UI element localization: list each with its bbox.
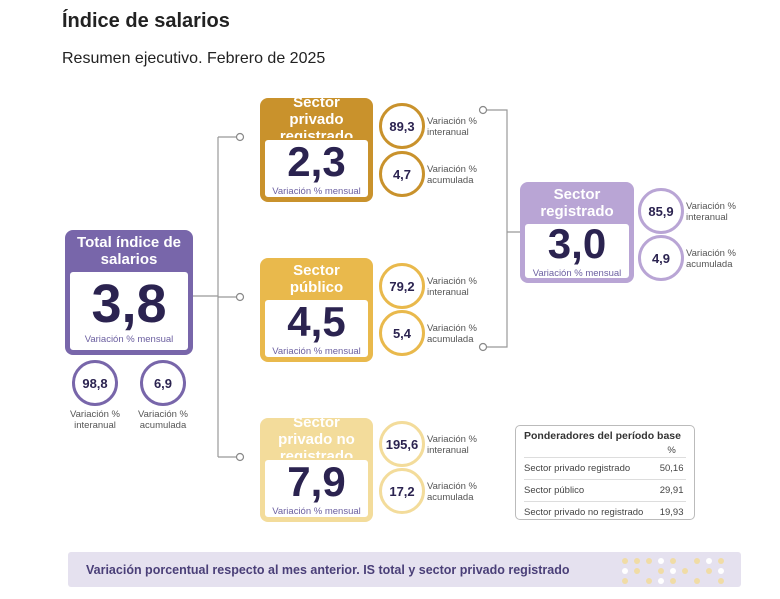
card-caption: Variación % mensual — [272, 505, 361, 517]
stat-label: Variación % interanual — [427, 434, 477, 456]
row-label: Sector público — [524, 485, 585, 496]
stat-circle: 98,8 — [72, 360, 118, 406]
card: Sector privado registrado 2,3 Variación % … — [260, 93, 373, 202]
weights-table: Ponderadores del período base % Sector p… — [515, 425, 695, 520]
row-value: 29,91 — [659, 485, 684, 496]
stat-circle: 5,4 — [379, 310, 425, 356]
stat-circle: 4,9 — [638, 235, 684, 281]
footer-text: Variación porcentual respecto al mes ant… — [86, 563, 570, 577]
table: % Sector privado registrado 50,16 Sector p… — [524, 444, 686, 523]
stat-circle: 4,7 — [379, 151, 425, 197]
card-caption: Variación % mensual — [532, 268, 622, 279]
card-value: 3,0 — [547, 220, 607, 267]
stat-label: Variación % acumulada — [138, 409, 188, 431]
card-value: 3,8 — [91, 274, 167, 334]
card: Sector público 4,5 Variación % mensual — [260, 258, 373, 362]
stat-label: Variación % acumulada — [427, 481, 477, 503]
stat-circle: 89,3 — [379, 103, 425, 149]
stat-circle: 79,2 — [379, 263, 425, 309]
card: Total índice de salarios 3,8 Variación % m… — [65, 230, 193, 355]
card-body: 3,8 Variación % mensual — [68, 270, 190, 352]
unit: % — [667, 445, 676, 456]
table-row: Sector privado no registrado 19,93 — [524, 501, 686, 524]
card-caption: Variación % mensual — [272, 345, 361, 357]
card-title: Total índice de salarios — [77, 234, 181, 268]
stat-label: Variación % interanual — [70, 409, 120, 431]
stat-circle: 195,6 — [379, 421, 425, 467]
card-title: Sector privado registrado — [279, 93, 354, 145]
card-value: 2,3 — [287, 137, 346, 185]
card-body: 3,0 Variación % mensual — [523, 222, 631, 280]
stat-label: Variación % acumulada — [427, 164, 477, 186]
row-label: Sector privado no registrado — [524, 507, 644, 518]
decoration — [622, 558, 724, 584]
stat-label: Variación % acumulada — [686, 248, 736, 270]
stat-label: Variación % interanual — [686, 201, 736, 223]
table-row: Sector público 29,91 — [524, 479, 686, 502]
card-body: 7,9 Variación % mensual — [263, 458, 370, 519]
stat-circle: 85,9 — [638, 188, 684, 234]
stat-label: Variación % interanual — [427, 276, 477, 298]
card-caption: Variación % mensual — [272, 185, 361, 197]
card-value: 4,5 — [287, 297, 346, 345]
stat-label: Variación % acumulada — [427, 323, 477, 345]
card-caption: Variación % mensual — [84, 334, 174, 345]
title: Índice de salarios — [62, 10, 230, 32]
card-title: Sector privado no registrado — [278, 413, 355, 465]
card: Sector privado no registrado 7,9 Variación… — [260, 413, 373, 522]
card-title: Sector registrado — [540, 186, 614, 220]
table-row: Sector privado registrado 50,16 — [524, 457, 686, 480]
row-label: Sector privado registrado — [524, 463, 631, 474]
subtitle: Resumen ejecutivo. Febrero de 2025 — [62, 50, 326, 67]
row-value: 50,16 — [659, 463, 684, 474]
stat-circle: 6,9 — [140, 360, 186, 406]
stat-circle: 17,2 — [379, 468, 425, 514]
card-body: 4,5 Variación % mensual — [263, 298, 370, 359]
card-title: Sector público — [289, 262, 344, 296]
footer: Variación porcentual respecto al mes ant… — [68, 552, 741, 587]
row-value: 19,93 — [659, 507, 684, 518]
card-body: 2,3 Variación % mensual — [263, 138, 370, 199]
table-title: Ponderadores del período base — [524, 430, 681, 442]
stat-label: Variación % interanual — [427, 116, 477, 138]
card-value: 7,9 — [287, 457, 346, 505]
card: Sector registrado 3,0 Variación % mensual — [520, 182, 634, 283]
